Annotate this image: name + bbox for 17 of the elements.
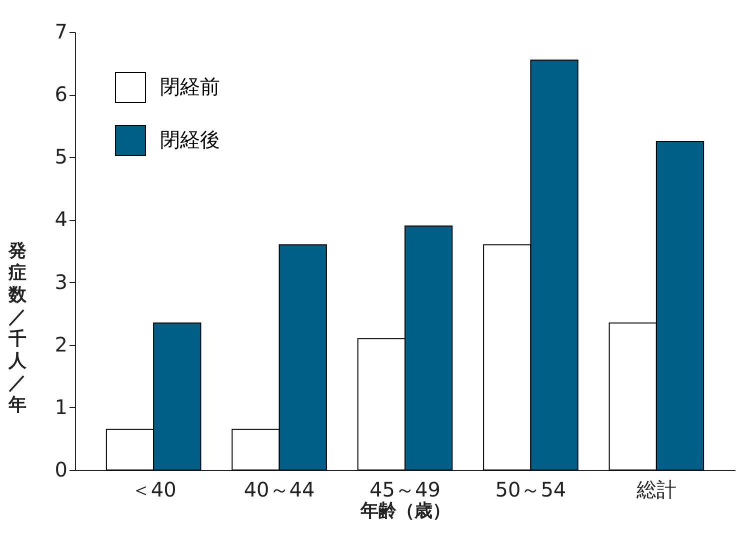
y-tick-label: 6: [54, 82, 68, 106]
y-tick-label: 3: [54, 270, 68, 294]
x-tick-label: ＜40: [130, 478, 176, 502]
y-tick-label: 7: [54, 20, 68, 44]
x-tick-label: 50～54: [495, 478, 566, 502]
legend-label: 閉経前: [160, 74, 220, 98]
x-tick-label: 40～44: [244, 478, 315, 502]
legend-label: 閉経後: [160, 128, 220, 152]
y-axis-title: 発症数／千人／年: [8, 240, 28, 416]
y-tick-label: 5: [54, 144, 68, 169]
y-tick-label: 1: [54, 394, 68, 419]
y-tick-label: 2: [54, 332, 68, 356]
x-tick-label: 総計: [635, 478, 676, 502]
x-tick-label: 45～49: [370, 478, 440, 502]
y-tick-label: 4: [54, 207, 68, 232]
y-tick-label: 0: [54, 458, 68, 482]
x-axis-title: 年齢（歳）: [360, 500, 450, 522]
